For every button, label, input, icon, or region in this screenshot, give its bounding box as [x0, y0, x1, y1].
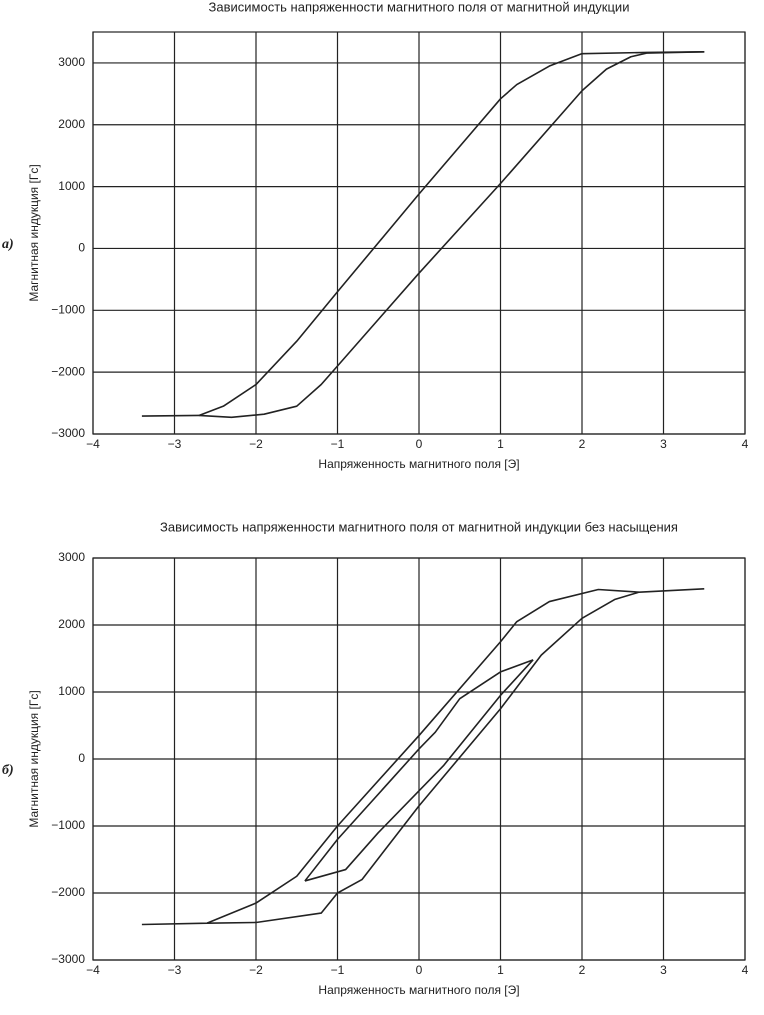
x-tick-label: −3 — [168, 437, 182, 451]
x-axis-label: Напряженность магнитного поля [Э] — [318, 457, 519, 471]
x-tick-label: 2 — [579, 963, 586, 977]
line — [141, 50, 705, 417]
x-tick-label: 0 — [416, 437, 423, 451]
y-tick-label: 0 — [78, 241, 85, 255]
x-tick-label: −4 — [86, 437, 100, 451]
line — [304, 659, 534, 882]
y-tick-label: −1000 — [51, 818, 85, 832]
y-axis-label: Магнитная индукция [Гс] — [27, 164, 41, 301]
line — [141, 588, 705, 926]
x-tick-label: 4 — [742, 963, 749, 977]
y-tick-label: 1000 — [58, 684, 85, 698]
line — [198, 50, 705, 419]
y-tick-label: −1000 — [51, 302, 85, 316]
chart-title: Зависимость напряженности магнитного пол… — [160, 519, 678, 534]
plot-frame — [92, 557, 746, 961]
y-tick-label: −2000 — [51, 885, 85, 899]
plot-frame — [92, 31, 746, 435]
y-axis-label: Магнитная индукция [Гс] — [27, 690, 41, 827]
y-tick-label: −3000 — [51, 426, 85, 440]
y-tick-label: −3000 — [51, 952, 85, 966]
y-tick-label: 1000 — [58, 179, 85, 193]
y-tick-label: 3000 — [58, 550, 85, 564]
x-tick-label: −4 — [86, 963, 100, 977]
panel-label: а) — [2, 237, 14, 252]
x-tick-label: 3 — [660, 437, 667, 451]
x-tick-label: −1 — [331, 963, 345, 977]
x-tick-label: 1 — [497, 963, 504, 977]
x-tick-label: −1 — [331, 437, 345, 451]
line — [207, 591, 640, 924]
x-axis-label: Напряженность магнитного поля [Э] — [318, 983, 519, 997]
panel-label: б) — [2, 763, 14, 778]
x-tick-label: 3 — [660, 963, 667, 977]
x-tick-label: −3 — [168, 963, 182, 977]
x-tick-label: 1 — [497, 437, 504, 451]
x-tick-label: 2 — [579, 437, 586, 451]
x-tick-label: −2 — [249, 963, 263, 977]
x-tick-label: 4 — [742, 437, 749, 451]
y-tick-label: 2000 — [58, 617, 85, 631]
y-tick-label: −2000 — [51, 364, 85, 378]
y-tick-label: 0 — [78, 751, 85, 765]
y-tick-label: 2000 — [58, 117, 85, 131]
line — [304, 659, 534, 882]
y-tick-label: 3000 — [58, 55, 85, 69]
x-tick-label: 0 — [416, 963, 423, 977]
x-tick-label: −2 — [249, 437, 263, 451]
chart-title: Зависимость напряженности магнитного пол… — [209, 0, 630, 14]
